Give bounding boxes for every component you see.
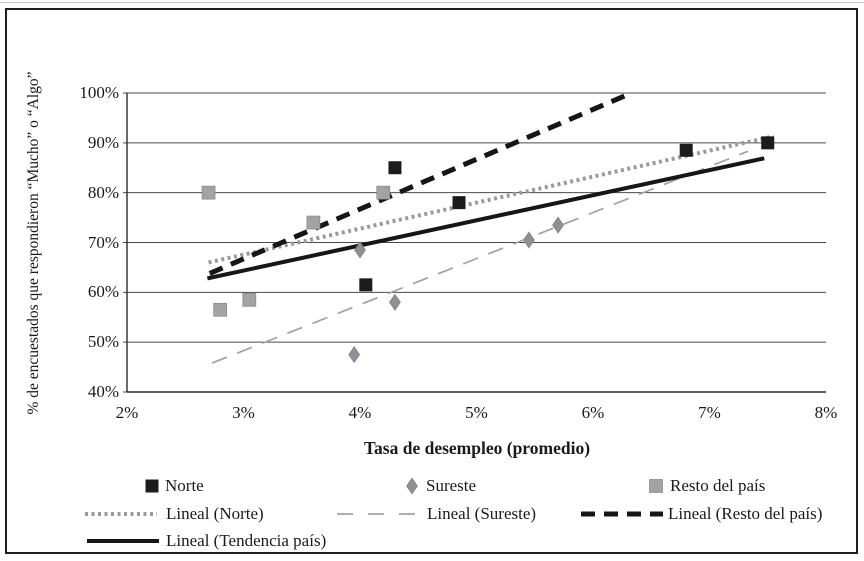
resto-marker-icon bbox=[649, 479, 663, 493]
x-tick-label: 7% bbox=[698, 403, 721, 422]
scan-hairline bbox=[0, 2, 864, 3]
legend-label-lineal-norte: Lineal (Norte) bbox=[166, 504, 264, 523]
y-tick-label: 40% bbox=[87, 382, 119, 401]
y-tick-label: 70% bbox=[87, 232, 119, 252]
x-tick-label: 6% bbox=[581, 403, 605, 422]
sureste-marker-icon bbox=[406, 477, 418, 495]
y-tick-label: 80% bbox=[87, 182, 119, 202]
solid-line-icon bbox=[87, 539, 159, 543]
x-tick-label: 5% bbox=[465, 403, 488, 422]
figure-border bbox=[5, 8, 858, 554]
legend-label-lineal-sureste: Lineal (Sureste) bbox=[427, 504, 537, 523]
y-tick-label: 60% bbox=[87, 282, 119, 302]
y-tick-label: 50% bbox=[87, 332, 119, 352]
dotted-line-icon bbox=[85, 512, 157, 516]
legend-label-lineal-resto: Lineal (Resto del país) bbox=[668, 504, 823, 523]
y-tick-label: 90% bbox=[87, 132, 119, 152]
thick-dashed-line-icon bbox=[581, 511, 663, 517]
x-tick-label: 4% bbox=[348, 403, 372, 422]
legend-label-norte: Norte bbox=[165, 476, 204, 495]
x-axis-title: Tasa de desempleo (promedio) bbox=[363, 438, 591, 458]
y-axis-title: % de encuestados que respondieron “Mucho… bbox=[25, 71, 42, 415]
legend-label-lineal-tendencia: Lineal (Tendencia país) bbox=[166, 531, 327, 550]
x-tick-label: 8% bbox=[814, 403, 838, 422]
legend-label-resto: Resto del país bbox=[670, 476, 766, 495]
x-tick-label: 3% bbox=[232, 403, 255, 422]
thin-dashed-line-icon bbox=[337, 513, 415, 515]
y-tick-label: 100% bbox=[79, 83, 119, 102]
x-tick-label: 2% bbox=[115, 403, 139, 422]
legend-label-sureste: Sureste bbox=[426, 476, 477, 495]
norte-marker-icon bbox=[145, 479, 159, 493]
